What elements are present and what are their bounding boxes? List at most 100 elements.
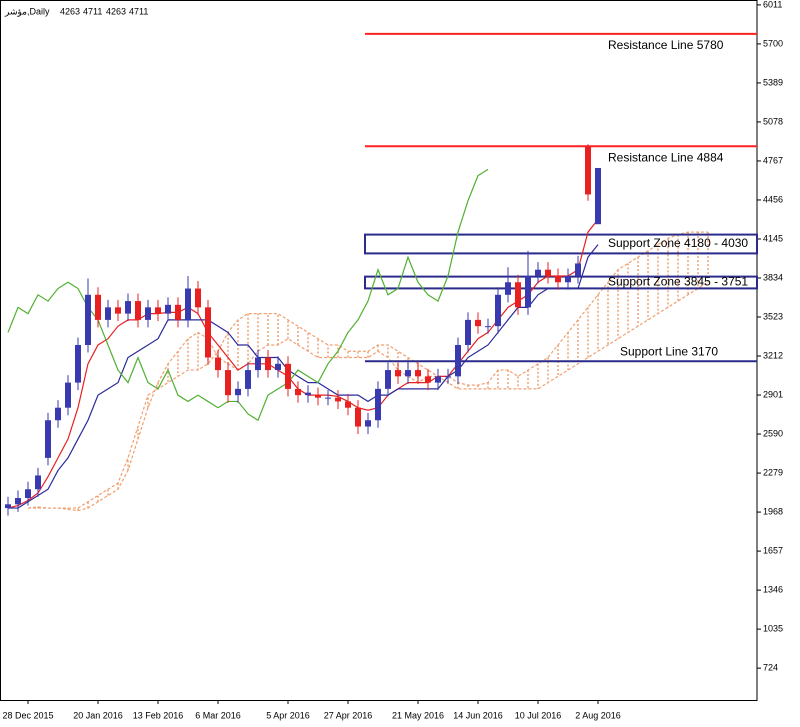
y-tick-label: 1035 [763, 623, 783, 633]
candle-body [295, 388, 301, 396]
candle-body [385, 370, 391, 389]
y-tick-label: 3523 [763, 311, 783, 321]
candle-body [175, 304, 181, 320]
y-tick-label: 3212 [763, 350, 783, 360]
candle-body [5, 504, 11, 509]
y-tick-label: 724 [763, 663, 778, 673]
candle-body [245, 370, 251, 389]
y-tick-label: 3834 [763, 272, 783, 282]
x-tick-label: 2 Aug 2016 [575, 710, 621, 720]
y-tick-label: 4456 [763, 194, 783, 204]
candle-body [335, 397, 341, 402]
candle-body [215, 357, 221, 371]
candle-body [165, 304, 171, 314]
y-tick-label: 2901 [763, 389, 783, 399]
candle-body [115, 307, 121, 314]
candle-body [485, 326, 491, 328]
candle-body [545, 269, 551, 276]
x-tick-label: 10 Jul 2016 [515, 710, 562, 720]
zone-box [364, 233, 758, 255]
header-value: 4711 [129, 6, 148, 16]
candle-body [345, 401, 351, 408]
candle-body [365, 420, 371, 427]
y-tick-label: 2590 [763, 428, 783, 438]
candle-body [585, 146, 591, 195]
symbol-label: مؤشر,Daily [4, 6, 50, 17]
x-tick-label: 5 Apr 2016 [266, 710, 310, 720]
candle-body [315, 395, 321, 398]
candle-body [285, 363, 291, 389]
candle-body [515, 282, 521, 308]
x-tick-label: 14 Jun 2016 [453, 710, 503, 720]
candle-body [85, 294, 91, 345]
span-a-line [27, 231, 708, 512]
x-tick-label: 20 Jan 2016 [73, 710, 123, 720]
candle-body [255, 357, 261, 371]
y-tick-label: 5389 [763, 77, 783, 87]
candle-body [25, 489, 31, 499]
candle-body [495, 294, 501, 327]
candle-body [575, 263, 581, 276]
candle-body [505, 282, 511, 295]
candle-body [125, 301, 131, 314]
header-value: 4711 [83, 6, 102, 16]
candle-body [225, 370, 231, 396]
candle-body [185, 288, 191, 320]
candle-body [265, 357, 271, 371]
candle-body [455, 344, 461, 377]
level-label: Support Line 3170 [620, 344, 718, 358]
y-tick-label: 1968 [763, 506, 783, 516]
zone-label: Support Zone 4180 - 4030 [608, 236, 748, 250]
candle-body [375, 388, 381, 421]
y-tick-label: 5700 [763, 38, 783, 48]
header-value: 4263 [60, 6, 80, 16]
candle-body [325, 397, 331, 399]
candle-body [155, 307, 161, 314]
x-tick-label: 28 Dec 2015 [2, 710, 53, 720]
indicator-line [8, 244, 599, 509]
candle-body [195, 288, 201, 308]
candle-body [45, 420, 51, 458]
candle-body [75, 344, 81, 383]
candle-body [35, 475, 41, 490]
x-tick-label: 21 May 2016 [392, 710, 444, 720]
candle-body [435, 376, 441, 383]
candle-body [555, 275, 561, 283]
candle-body [275, 363, 281, 371]
candle-body [65, 382, 71, 408]
y-tick-label: 6011 [763, 0, 782, 9]
candle-body [415, 370, 421, 377]
candle-body [145, 307, 151, 320]
plot-frame [0, 0, 758, 701]
y-tick-label: 1346 [763, 584, 783, 594]
candle-body [525, 275, 531, 308]
indicator-line [7, 219, 599, 509]
candle-body [565, 275, 571, 283]
level-label: Resistance Line 4884 [608, 150, 724, 164]
x-tick-label: 13 Feb 2016 [133, 710, 184, 720]
candle-body [445, 376, 451, 378]
x-tick-label: 6 Mar 2016 [195, 710, 241, 720]
y-tick-label: 4145 [763, 233, 783, 243]
candle-body [105, 307, 111, 320]
candle-body [95, 294, 101, 320]
candle-body [55, 407, 61, 421]
candle-body [535, 269, 541, 276]
zone-label: Support Zone 3845 - 3751 [608, 275, 748, 289]
y-tick-label: 1657 [763, 545, 783, 555]
candle-body [235, 388, 241, 396]
level-label: Resistance Line 5780 [608, 38, 724, 52]
span-b-line [28, 281, 709, 509]
y-tick-label: 4767 [763, 155, 783, 165]
candle-body [135, 301, 141, 320]
candle-body [465, 319, 471, 345]
candle-body [395, 370, 401, 377]
candle-body [355, 407, 361, 427]
y-tick-label: 2279 [763, 467, 783, 477]
candle-body [405, 370, 411, 377]
candle-body [205, 307, 211, 358]
candle-body [305, 392, 311, 396]
candle-body [475, 319, 481, 327]
candle-body [15, 498, 21, 505]
